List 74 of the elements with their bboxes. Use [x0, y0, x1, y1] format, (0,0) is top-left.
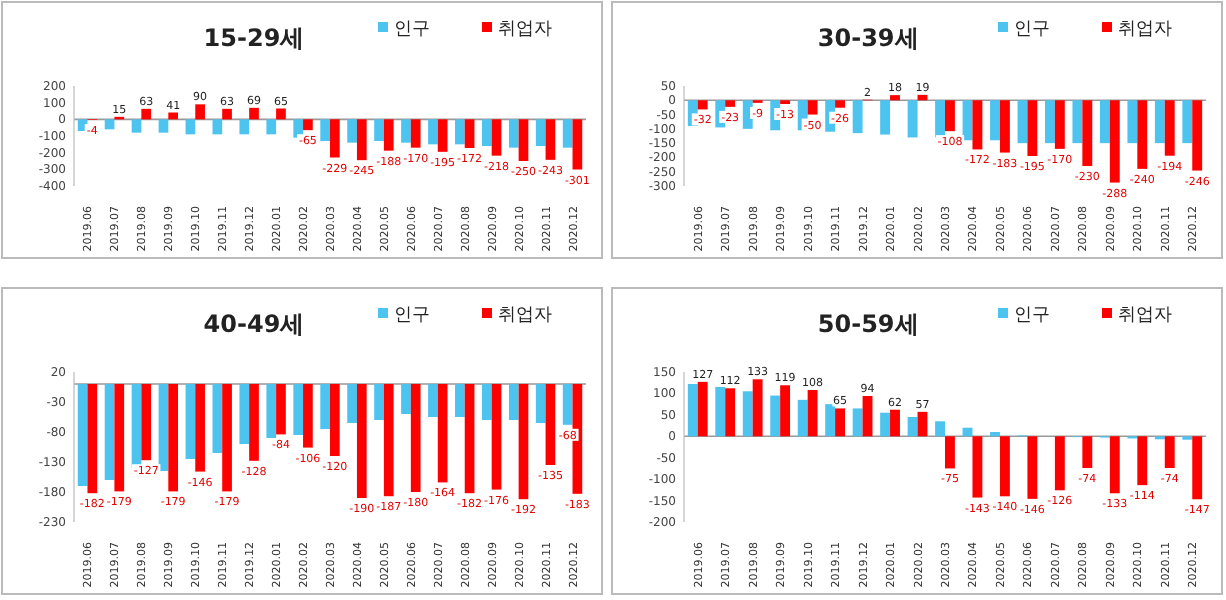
bar [907, 417, 918, 437]
bar [212, 119, 223, 135]
bar [1054, 436, 1065, 491]
bar [835, 408, 845, 437]
bar [222, 108, 232, 120]
chart-title: 15-29세 [203, 24, 305, 52]
bar [104, 119, 115, 130]
bar [158, 119, 169, 133]
bar [437, 119, 448, 152]
bar [141, 108, 152, 120]
bar [401, 119, 411, 143]
bar [880, 412, 891, 437]
bar [249, 107, 259, 120]
bar [999, 436, 1010, 497]
bar [1164, 436, 1175, 468]
chart-title: 50-59세 [817, 310, 919, 338]
bar [742, 391, 753, 437]
bar [935, 421, 945, 437]
chart-title: 30-39세 [817, 24, 919, 52]
bar [374, 119, 384, 141]
bar [1109, 436, 1120, 494]
bar [562, 119, 573, 148]
bar [239, 119, 250, 135]
bar [1027, 436, 1038, 499]
bar [276, 108, 286, 120]
bar [545, 119, 556, 160]
bar [945, 436, 955, 469]
bar [725, 388, 736, 437]
bar [383, 119, 394, 151]
legend-label: 인구 [1014, 20, 1050, 40]
bar [752, 379, 763, 437]
bar [168, 112, 179, 120]
legend-label: 인구 [394, 306, 430, 326]
bar [697, 381, 708, 437]
bar [481, 119, 492, 146]
legend-label: 취업자 [498, 20, 552, 40]
chart-title: 40-49세 [203, 310, 305, 338]
bar [852, 408, 863, 437]
bar [131, 119, 142, 133]
bar [320, 119, 330, 141]
bar [715, 387, 726, 437]
bar [410, 119, 421, 148]
legend-label: 취업자 [498, 306, 552, 326]
legend-label: 취업자 [1118, 20, 1172, 40]
bar [508, 119, 519, 148]
legend-label: 인구 [394, 20, 430, 40]
bar [464, 119, 475, 148]
bar [303, 119, 313, 131]
bar [1192, 436, 1203, 500]
bar [572, 119, 583, 170]
bar [862, 396, 873, 437]
legend-label: 인구 [1014, 306, 1050, 326]
legend-label: 취업자 [1118, 306, 1172, 326]
bar [330, 119, 340, 158]
bar [797, 399, 808, 437]
bar [518, 119, 529, 161]
bar [1137, 436, 1148, 486]
bar [455, 119, 465, 145]
bar [687, 384, 698, 437]
bar [780, 385, 791, 437]
bar [347, 119, 357, 143]
bar [1082, 436, 1093, 468]
bar [807, 390, 818, 437]
bar [890, 409, 900, 437]
bar [770, 395, 781, 437]
bar [825, 404, 836, 437]
bar [356, 119, 367, 161]
bar [185, 119, 196, 135]
bar [972, 436, 983, 498]
bar [535, 119, 546, 146]
bar [195, 104, 205, 120]
bar [428, 119, 438, 145]
bar [266, 119, 277, 135]
bar [491, 119, 502, 156]
